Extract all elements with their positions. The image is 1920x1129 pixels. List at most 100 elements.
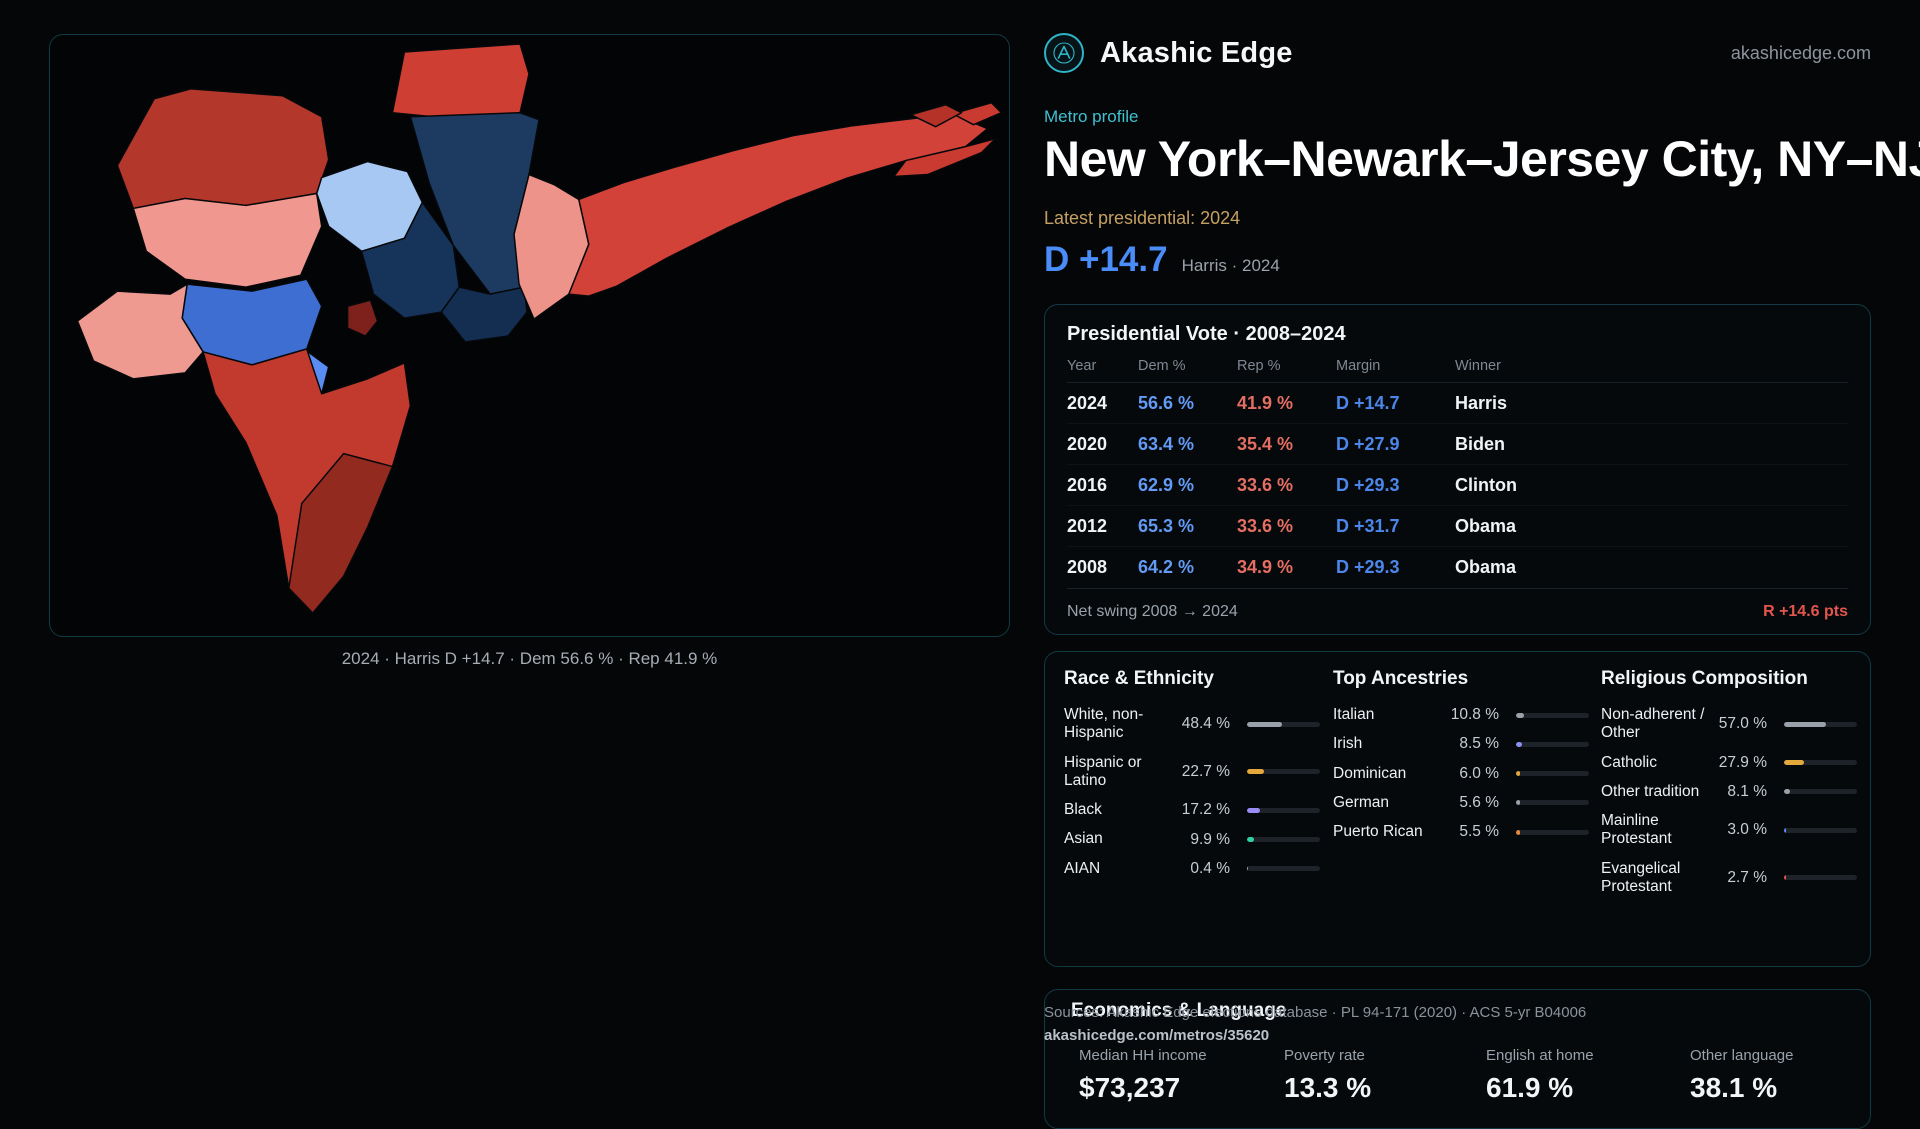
net-swing-row: Net swing 2008 → 2024 R +14.6 pts bbox=[1067, 588, 1848, 634]
metro-title: New York–Newark–Jersey City, NY–NJ bbox=[1044, 131, 1920, 187]
row-value: 10.8 % bbox=[1450, 706, 1499, 724]
cell-year: 2016 bbox=[1067, 464, 1138, 506]
row-label: Italian bbox=[1333, 706, 1375, 723]
headline-note: Harris · 2024 bbox=[1181, 256, 1280, 275]
cell-rep: 33.6 % bbox=[1237, 464, 1336, 506]
list-item: Hispanic or Latino 22.7 % bbox=[1064, 754, 1320, 791]
mini-bar bbox=[1247, 837, 1320, 843]
headline-margin-row: D +14.7 Harris · 2024 bbox=[1044, 240, 1280, 280]
table-row: 2024 56.6 % 41.9 % D +14.7 Harris bbox=[1067, 382, 1848, 424]
list-item: Catholic 27.9 % bbox=[1601, 754, 1857, 772]
mini-bar bbox=[1516, 829, 1589, 835]
cell-dem: 63.4 % bbox=[1138, 423, 1237, 465]
permalink[interactable]: akashicedge.com/metros/35620 bbox=[1044, 1027, 1270, 1044]
row-value: 9.9 % bbox=[1190, 830, 1230, 848]
county-shape bbox=[909, 104, 963, 128]
row-value: 5.6 % bbox=[1459, 793, 1499, 811]
vote-table-header-row: Year Dem % Rep % Margin Winner bbox=[1067, 358, 1848, 383]
cell-year: 2012 bbox=[1067, 505, 1138, 547]
stat-label: English at home bbox=[1486, 1047, 1594, 1064]
sources-line: Sources: Akashic Edge elections database… bbox=[1044, 1004, 1587, 1021]
mini-bar bbox=[1247, 807, 1320, 813]
row-value: 3.0 % bbox=[1727, 821, 1767, 839]
county-shape bbox=[76, 283, 204, 380]
county-shape bbox=[288, 452, 394, 614]
list-item: AIAN 0.4 % bbox=[1064, 860, 1320, 878]
religious-composition-title: Religious Composition bbox=[1601, 668, 1808, 689]
mini-bar bbox=[1784, 760, 1857, 766]
mini-bar bbox=[1247, 866, 1320, 872]
stat-other-language: Other language 38.1 % bbox=[1690, 1047, 1793, 1104]
county-shape bbox=[440, 286, 528, 343]
cell-margin: D +31.7 bbox=[1336, 505, 1455, 547]
brand-name: Akashic Edge bbox=[1100, 36, 1293, 69]
county-shape bbox=[951, 102, 1003, 126]
cell-winner: Obama bbox=[1455, 505, 1848, 547]
row-label: White, non-Hispanic bbox=[1064, 706, 1144, 742]
column-header-rep: Rep % bbox=[1237, 358, 1336, 383]
top-ancestries-column: Top Ancestries Italian 10.8 % Irish 8.5 … bbox=[1333, 668, 1589, 852]
cell-rep: 35.4 % bbox=[1237, 423, 1336, 465]
row-label: Catholic bbox=[1601, 753, 1657, 771]
row-value: 48.4 % bbox=[1181, 715, 1230, 733]
column-header-year: Year bbox=[1067, 358, 1138, 383]
cell-dem: 65.3 % bbox=[1138, 505, 1237, 547]
race-ethnicity-title: Race & Ethnicity bbox=[1064, 668, 1214, 689]
list-item: Non-adherent / Other 57.0 % bbox=[1601, 706, 1857, 743]
metro-map bbox=[76, 43, 1003, 614]
demographics-panel: Race & Ethnicity White, non-Hispanic 48.… bbox=[1044, 651, 1871, 967]
cell-year: 2008 bbox=[1067, 556, 1108, 577]
latest-presidential-label: Latest presidential: 2024 bbox=[1044, 208, 1241, 228]
stat-median-hh-income: Median HH income $73,237 bbox=[1079, 1047, 1207, 1104]
cell-dem: 64.2 % bbox=[1138, 556, 1195, 577]
cell-rep: 33.6 % bbox=[1237, 505, 1336, 547]
row-value: 27.9 % bbox=[1718, 753, 1767, 771]
list-item: German 5.6 % bbox=[1333, 794, 1589, 812]
column-header-dem: Dem % bbox=[1138, 358, 1237, 383]
race-ethnicity-column: Race & Ethnicity White, non-Hispanic 48.… bbox=[1064, 668, 1320, 889]
county-shape bbox=[346, 299, 379, 337]
table-row: 2016 62.9 % 33.6 % D +29.3 Clinton bbox=[1067, 464, 1848, 506]
row-label: AIAN bbox=[1064, 859, 1101, 877]
cell-winner: Harris bbox=[1455, 382, 1848, 424]
vote-table: Year Dem % Rep % Margin Winner 2024 56.6… bbox=[1067, 358, 1848, 588]
presidential-vote-panel: Presidential Vote · 2008–2024 Year Dem %… bbox=[1044, 304, 1871, 635]
cell-dem: 56.6 % bbox=[1138, 382, 1237, 424]
mini-bar bbox=[1516, 771, 1589, 777]
cell-margin: D +14.7 bbox=[1336, 382, 1455, 424]
mini-bar bbox=[1784, 721, 1857, 727]
column-header-margin: Margin bbox=[1336, 358, 1455, 383]
column-header-winner: Winner bbox=[1455, 358, 1848, 383]
map-panel bbox=[49, 34, 1010, 637]
list-item: Asian 9.9 % bbox=[1064, 830, 1320, 848]
list-item: Puerto Rican 5.5 % bbox=[1333, 823, 1589, 841]
cell-dem: 62.9 % bbox=[1138, 464, 1237, 506]
mini-bar bbox=[1247, 769, 1320, 775]
row-label: Mainline Protestant bbox=[1601, 812, 1672, 848]
cell-margin: D +29.3 bbox=[1336, 464, 1455, 506]
list-item: White, non-Hispanic 48.4 % bbox=[1064, 706, 1320, 743]
site-link[interactable]: akashicedge.com bbox=[1730, 42, 1871, 63]
row-value: 8.5 % bbox=[1459, 735, 1499, 753]
list-item: Other tradition 8.1 % bbox=[1601, 783, 1857, 801]
row-label: Asian bbox=[1064, 830, 1103, 848]
row-label: Black bbox=[1064, 801, 1102, 819]
top-ancestries-title: Top Ancestries bbox=[1333, 668, 1469, 689]
stat-label: Poverty rate bbox=[1284, 1047, 1365, 1064]
stat-label: Median HH income bbox=[1079, 1047, 1207, 1064]
cell-margin: D +29.3 bbox=[1336, 556, 1400, 577]
row-value: 17.2 % bbox=[1181, 801, 1230, 819]
metro-profile-kicker: Metro profile bbox=[1044, 107, 1139, 126]
net-swing-label: Net swing 2008 → 2024 bbox=[1067, 602, 1238, 620]
cell-year: 2024 bbox=[1067, 382, 1138, 424]
table-row: 2012 65.3 % 33.6 % D +31.7 Obama bbox=[1067, 505, 1848, 547]
row-label: Hispanic or Latino bbox=[1064, 753, 1142, 789]
table-row: 2020 63.4 % 35.4 % D +27.9 Biden bbox=[1067, 423, 1848, 465]
list-item: Irish 8.5 % bbox=[1333, 735, 1589, 753]
row-label: German bbox=[1333, 793, 1389, 811]
county-shape bbox=[513, 173, 590, 320]
row-value: 2.7 % bbox=[1727, 868, 1767, 886]
row-label: Irish bbox=[1333, 735, 1363, 753]
akashic-edge-logo-icon bbox=[1044, 33, 1084, 73]
table-row: 2008 64.2 % 34.9 % D +29.3 Obama bbox=[1067, 547, 1848, 588]
